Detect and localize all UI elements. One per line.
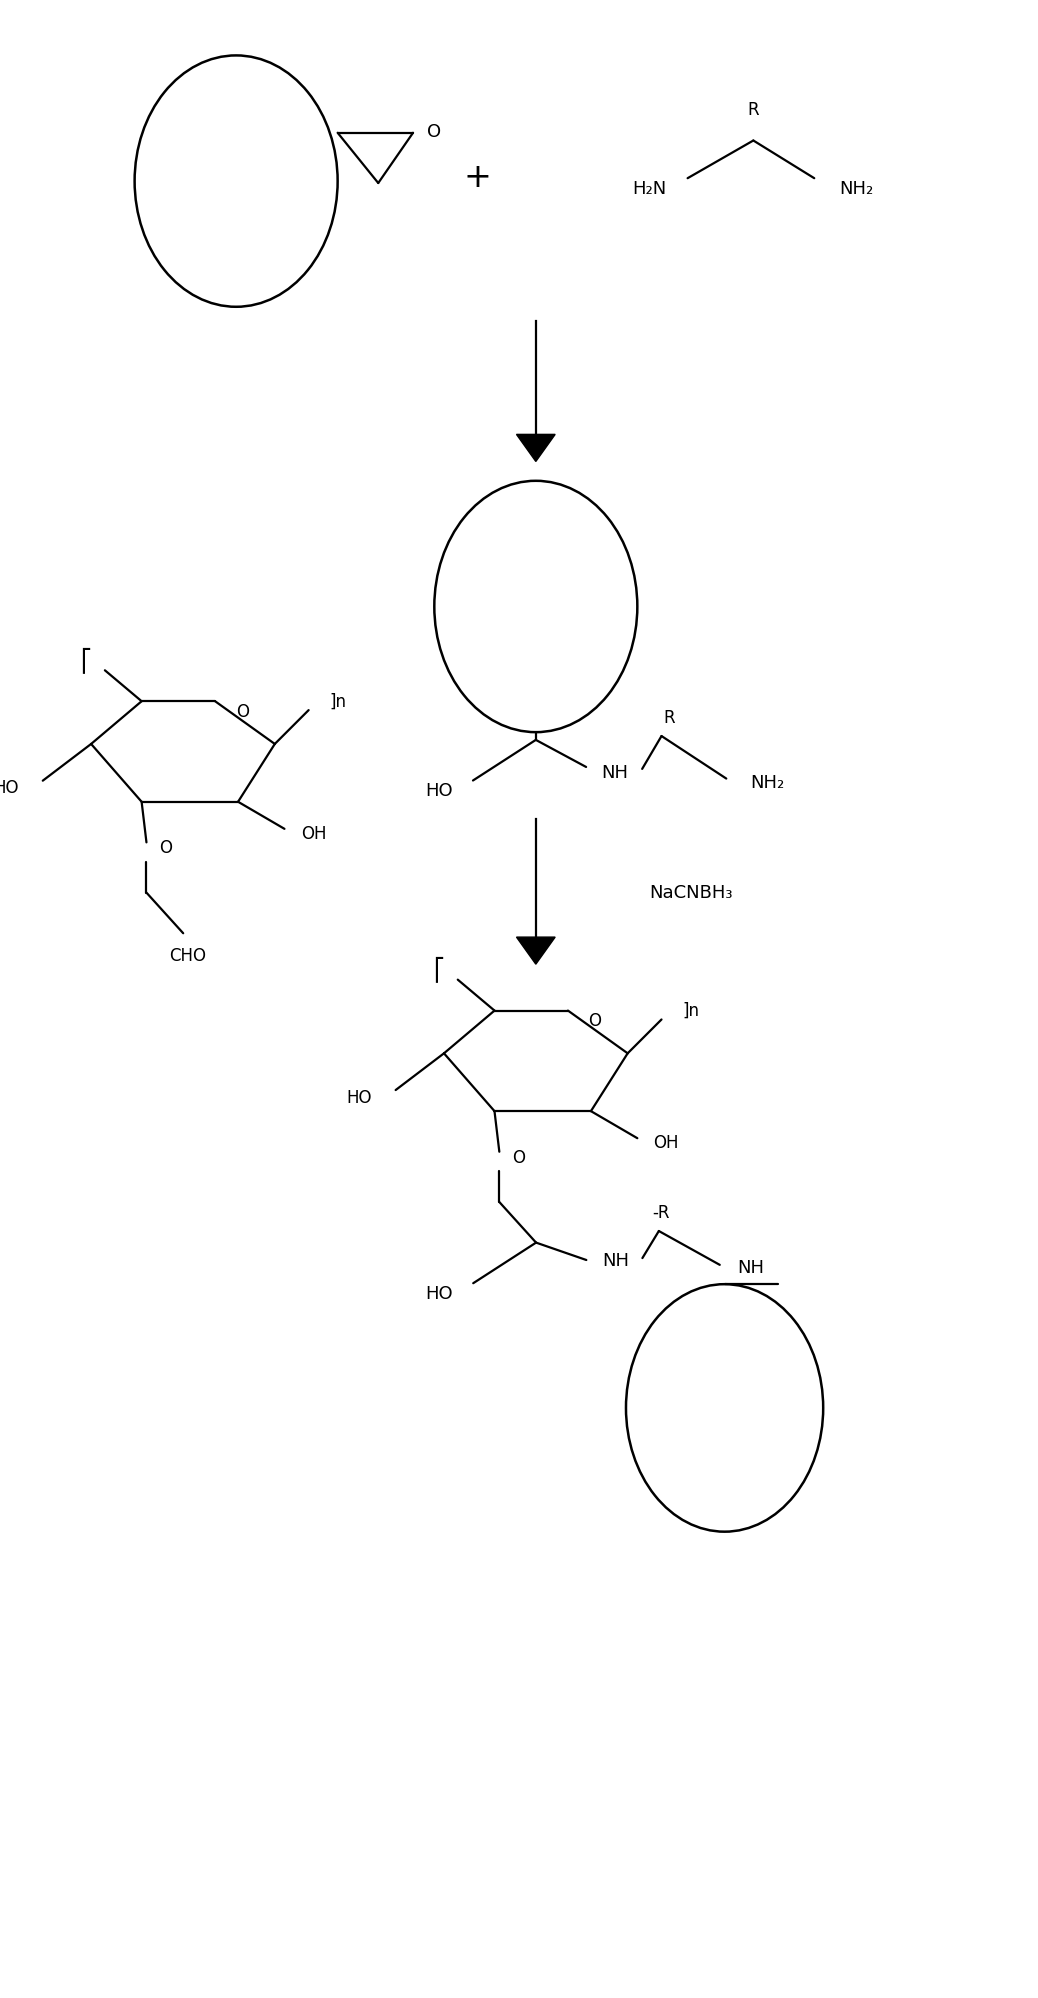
Text: OH: OH bbox=[301, 825, 326, 843]
Text: CHO: CHO bbox=[169, 945, 207, 963]
Text: O: O bbox=[159, 839, 172, 857]
Text: O: O bbox=[428, 122, 441, 140]
Text: NH: NH bbox=[602, 1251, 629, 1269]
Text: NH₂: NH₂ bbox=[749, 773, 784, 791]
Text: O: O bbox=[236, 703, 249, 721]
Polygon shape bbox=[517, 436, 555, 462]
Text: -R: -R bbox=[652, 1203, 670, 1221]
Text: R: R bbox=[663, 709, 675, 727]
Polygon shape bbox=[517, 937, 555, 965]
Text: O: O bbox=[512, 1149, 525, 1167]
Text: OH: OH bbox=[654, 1133, 679, 1151]
Text: NH: NH bbox=[737, 1259, 764, 1277]
Text: +: + bbox=[464, 160, 492, 194]
Text: O: O bbox=[589, 1011, 602, 1029]
Text: HO: HO bbox=[0, 779, 19, 797]
Text: NaCNBH₃: NaCNBH₃ bbox=[649, 883, 732, 901]
Text: NH₂: NH₂ bbox=[840, 180, 874, 198]
Text: R: R bbox=[747, 100, 759, 118]
Text: ]n: ]n bbox=[682, 1001, 699, 1019]
Text: HO: HO bbox=[346, 1089, 372, 1107]
Text: ⎡: ⎡ bbox=[80, 647, 91, 673]
Text: ]n: ]n bbox=[329, 691, 346, 709]
Text: NH: NH bbox=[602, 763, 629, 781]
Text: HO: HO bbox=[426, 781, 453, 799]
Text: HO: HO bbox=[426, 1285, 454, 1303]
Text: H₂N: H₂N bbox=[632, 180, 666, 198]
Text: ⎡: ⎡ bbox=[433, 955, 444, 981]
